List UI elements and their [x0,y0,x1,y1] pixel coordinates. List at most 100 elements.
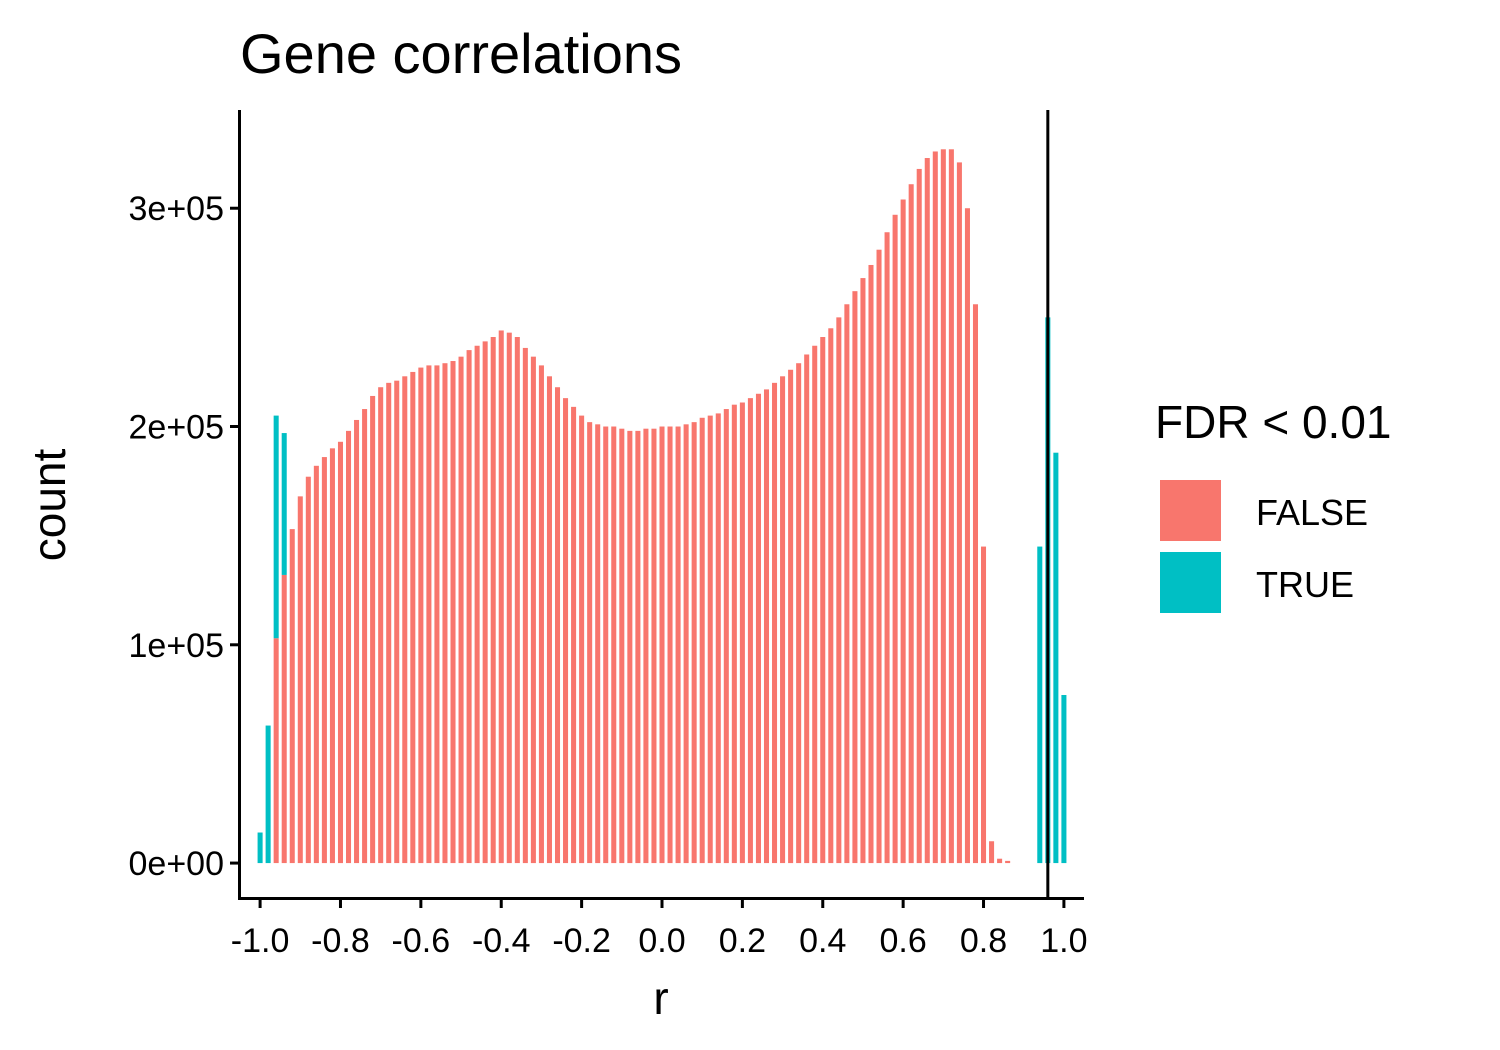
bar-false-0.78 [972,304,979,864]
x-tick-label: -0.8 [311,922,370,960]
bar-false--0.50 [458,356,464,864]
bar-false--0.46 [474,345,480,864]
y-tick-label: 3e+05 [129,190,225,228]
bar-false--0.74 [362,409,368,864]
bar-false--0.12 [611,426,617,864]
bar-false-0.22 [747,398,753,864]
bar-false--0.34 [522,347,528,864]
bar-false-0.52 [868,264,874,864]
legend-swatch-true [1160,552,1221,613]
bar-false-0.04 [675,426,681,864]
bar-false--0.78 [346,430,352,864]
bar-false-0.82 [989,841,995,864]
x-tick-label: -0.6 [392,922,451,960]
bar-true--0.98 [265,725,271,864]
bar-false--0.08 [627,430,633,864]
bar-false--0.76 [354,419,360,864]
x-tick-label: -0.4 [472,922,531,960]
bar-false-0.68 [932,151,938,864]
x-tick-label: 0.8 [960,922,1007,960]
bar-false-0.80 [981,546,987,864]
bar-false-0.86 [1005,860,1011,864]
bar-false-0.50 [860,278,866,864]
bar-true-1.00 [1061,695,1067,864]
bar-false-0.48 [852,291,858,864]
bar-true--1.00 [257,832,263,864]
bar-false--0.02 [651,428,657,864]
bar-false-0.18 [731,404,737,864]
bar-true--0.94 [281,433,287,575]
x-tick-label: 0.6 [880,922,927,960]
bar-false--0.94 [281,574,287,864]
bar-false-0.64 [916,168,922,864]
bar-false-0.34 [796,363,802,864]
bar-false-0.74 [956,162,962,864]
x-axis-ticks: -1.0 -0.8 -0.6 -0.4 -0.2 0.0 0.2 0.4 0.6 0.8 1.0 [231,898,1088,960]
bar-false--0.14 [603,426,609,864]
bar-false-0.60 [900,199,906,864]
bar-false-0.02 [667,426,673,864]
bar-false--0.82 [329,448,335,864]
y-tick-label: 0e+00 [129,845,225,883]
bar-false--0.20 [579,415,585,864]
y-tick-label: 2e+05 [129,409,225,447]
bar-false--0.42 [490,337,496,864]
bar-false-0.08 [691,422,697,864]
bar-false-0.26 [763,389,770,864]
bar-false-0.10 [699,417,705,864]
y-tick-label: 1e+05 [129,627,225,665]
bar-false--0.22 [571,406,577,864]
bar-false-0.84 [997,858,1003,864]
bar-false--0.62 [410,371,416,864]
bar-false--0.18 [587,422,593,864]
bar-false--0.90 [297,496,303,864]
bar-false-0.66 [924,158,930,864]
bar-false--0.96 [273,638,279,864]
bar-false-0.24 [755,393,761,864]
bar-false--0.60 [418,367,424,864]
bar-false--0.84 [321,457,327,864]
bar-false--0.30 [538,365,544,864]
bar-false--0.48 [466,350,472,864]
bar-false--0.24 [563,398,569,864]
bar-false--0.54 [442,363,448,864]
bar-false-0.14 [715,413,721,864]
legend-label-true: TRUE [1256,564,1354,605]
bar-false-0.06 [683,424,689,864]
bar-false-0.58 [892,214,898,864]
bar-false-0.70 [940,149,946,864]
bar-false--0.06 [635,430,641,864]
y-axis-title: count [23,449,75,562]
x-axis-title: r [653,972,668,1024]
bar-false-0.12 [707,415,713,864]
bar-true-0.98 [1053,452,1059,864]
bar-false-0.72 [948,149,954,864]
x-tick-label: -0.2 [552,922,611,960]
histogram-bars [257,149,1067,864]
chart-title: Gene correlations [240,22,682,85]
bar-false--0.10 [619,428,625,864]
x-tick-label: 0.2 [719,922,766,960]
bar-false--0.80 [337,441,343,864]
bar-false--0.72 [370,395,376,864]
legend-entry-true: TRUE [1160,552,1354,613]
bar-false-0.42 [828,328,834,864]
bar-false-0.28 [772,382,778,864]
bar-false-0.44 [836,317,842,864]
bar-false-0.76 [964,208,970,864]
bar-false-0.62 [908,184,914,864]
bar-false-0.56 [884,232,890,864]
bar-false--0.38 [506,332,512,864]
bar-false-0.16 [723,409,729,864]
x-tick-label: -1.0 [231,922,290,960]
bar-false--0.86 [313,465,319,864]
legend-title: FDR < 0.01 [1155,396,1392,448]
bar-false--0.28 [546,376,552,864]
bar-false-0.54 [876,249,882,864]
bar-false-0.00 [659,426,665,864]
x-tick-label: 1.0 [1040,922,1087,960]
bar-false--0.68 [386,382,392,864]
bar-false--0.52 [450,361,456,864]
bar-false--0.04 [643,428,649,864]
